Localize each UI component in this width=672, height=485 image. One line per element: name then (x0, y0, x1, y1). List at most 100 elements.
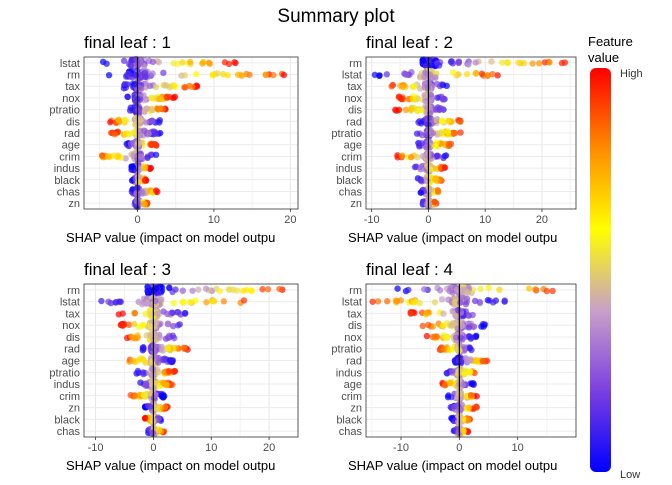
data-point (160, 69, 167, 77)
y-tick-label: age (344, 379, 362, 391)
data-point (473, 404, 480, 411)
data-point (407, 153, 415, 161)
x-tick-label: 10 (479, 214, 491, 226)
data-point (160, 379, 167, 386)
data-point (155, 427, 163, 434)
y-tick-label: indus (336, 163, 363, 175)
data-point (164, 320, 172, 327)
panel-title: final leaf : 1 (84, 33, 171, 52)
data-point (146, 82, 154, 90)
data-point (464, 289, 471, 296)
data-point (166, 367, 173, 375)
data-point (162, 403, 169, 411)
data-point (448, 322, 455, 329)
data-point (478, 70, 486, 77)
y-tick-label: chas (57, 426, 81, 438)
data-point (146, 323, 154, 330)
data-point (188, 83, 196, 91)
data-point (423, 177, 431, 185)
data-point (429, 333, 436, 341)
data-point (140, 356, 147, 364)
data-point (163, 93, 170, 101)
legend-low-label: Low (620, 469, 640, 480)
data-point (423, 132, 431, 139)
data-point (189, 287, 196, 294)
y-tick-label: black (336, 175, 362, 187)
y-tick-label: nox (344, 332, 362, 344)
data-point (147, 164, 155, 172)
y-tick-label: ptratio (331, 128, 362, 140)
data-point (451, 300, 459, 307)
data-point (147, 141, 154, 148)
data-point (116, 298, 124, 305)
data-point (419, 322, 426, 330)
data-point (463, 70, 471, 78)
data-point (488, 58, 495, 65)
data-point (546, 59, 553, 66)
data-point (124, 93, 131, 101)
data-point (484, 297, 492, 304)
data-point (276, 285, 283, 293)
data-point (504, 59, 511, 66)
y-tick-label: nox (344, 93, 362, 105)
data-point (439, 96, 446, 103)
data-point (138, 188, 146, 195)
data-point (405, 286, 412, 294)
y-tick-label: ptratio (49, 105, 80, 117)
data-point (131, 81, 138, 88)
data-point (140, 200, 148, 208)
y-tick-label: zn (350, 403, 362, 415)
data-point (164, 310, 171, 318)
data-point (369, 298, 376, 305)
data-point (127, 140, 135, 148)
data-point (402, 106, 410, 114)
data-point (220, 298, 228, 305)
data-point (425, 185, 433, 192)
data-point (409, 95, 417, 103)
data-point (494, 72, 501, 79)
y-tick-label: nox (62, 320, 80, 332)
panel-3: final leaf : 3 rmlstattaxnoxdisradageptra… (49, 260, 299, 473)
data-point (133, 191, 140, 198)
data-point (471, 297, 479, 305)
series-indus (411, 161, 449, 176)
y-tick-label: zn (350, 198, 362, 210)
y-tick-label: lstat (60, 297, 80, 309)
series-rm (105, 67, 288, 82)
data-point (146, 403, 154, 410)
data-point (448, 367, 456, 375)
data-point (460, 427, 467, 434)
y-tick-label: ptratio (331, 344, 362, 356)
y-tick-label: chas (339, 186, 363, 198)
data-point (452, 295, 459, 302)
data-point (459, 381, 467, 389)
series-tax (120, 79, 201, 94)
data-point (206, 60, 214, 67)
data-point (164, 345, 172, 352)
y-tick-label: dis (348, 320, 363, 332)
y-tick-label: nox (62, 93, 80, 105)
data-point (259, 286, 266, 293)
series-black (128, 172, 150, 187)
data-point (427, 91, 435, 99)
series-chas (450, 424, 472, 439)
y-tick-label: indus (336, 367, 363, 379)
data-point (107, 119, 114, 126)
series-crim (394, 150, 450, 163)
y-tick-label: indus (54, 163, 81, 175)
data-point (225, 286, 233, 293)
data-point (193, 70, 200, 78)
data-point (433, 80, 441, 88)
data-point (148, 95, 155, 102)
data-point (248, 287, 256, 295)
series-lstat (371, 67, 501, 82)
panel-4: final leaf : 4 rmlstattaxdisnoxptratiorad… (331, 260, 577, 473)
x-axis-label: SHAP value (impact on model outpu (66, 230, 275, 245)
y-tick-label: chas (57, 186, 81, 198)
data-point (393, 297, 401, 305)
data-point (209, 71, 217, 78)
data-point (115, 117, 123, 124)
x-tick-label: 20 (263, 442, 275, 454)
data-point (125, 70, 132, 78)
